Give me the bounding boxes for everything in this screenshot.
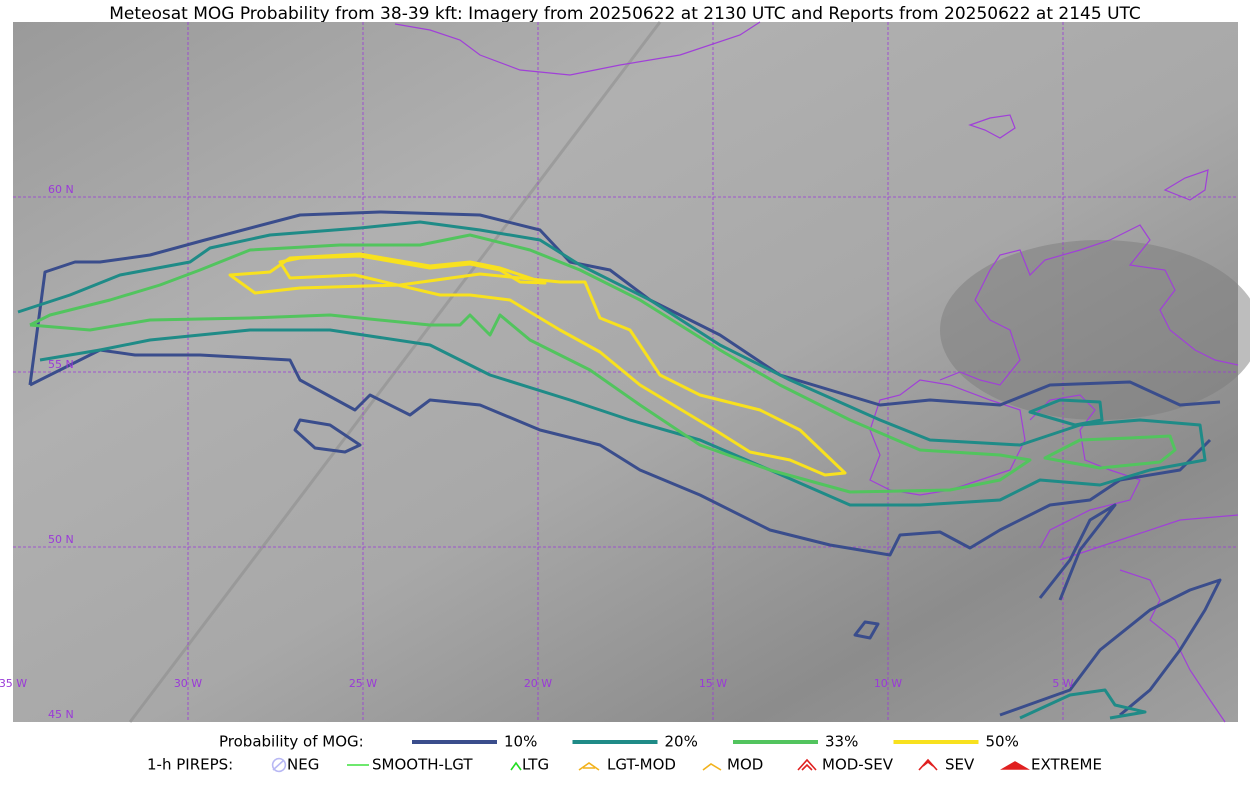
lon-label: 15 W <box>699 677 727 690</box>
pirep-symbol <box>702 763 722 771</box>
lat-label: 50 N <box>48 533 74 546</box>
legend-heading: Probability of MOG: <box>219 733 364 751</box>
pirep-symbol <box>918 758 938 771</box>
legend-label: MOD <box>727 756 763 774</box>
legend-label: EXTREME <box>1031 756 1102 774</box>
lat-label: 60 N <box>48 183 74 196</box>
legend-label: MOD-SEV <box>822 756 894 774</box>
lat-label: 55 N <box>48 358 74 371</box>
lon-label: 30 W <box>174 677 202 690</box>
legend-label: 10% <box>504 733 537 751</box>
title: Meteosat MOG Probability from 38-39 kft:… <box>109 4 1141 24</box>
contours <box>17 210 1222 720</box>
legend-label: LGT-MOD <box>607 756 676 774</box>
legend-label: NEG <box>287 756 319 774</box>
lon-label: 10 W <box>874 677 902 690</box>
coastlines <box>394 21 1239 723</box>
pirep-symbol <box>510 761 522 771</box>
pirep-symbol <box>271 757 287 773</box>
lat-label: 45 N <box>48 708 74 721</box>
pirep-symbol <box>1000 761 1030 770</box>
legend-label: LTG <box>522 756 549 774</box>
legend-label: 20% <box>665 733 698 751</box>
lon-label: 25 W <box>349 677 377 690</box>
legend-heading: 1-h PIREPS: <box>147 756 233 774</box>
legend-label: 50% <box>986 733 1019 751</box>
legend-label: SMOOTH-LGT <box>372 756 473 774</box>
pirep-symbol <box>797 758 817 771</box>
pirep-symbol <box>578 762 600 771</box>
dark-cloud <box>940 240 1250 420</box>
legend-label: 33% <box>825 733 858 751</box>
lon-label: 5 W <box>1052 677 1073 690</box>
lon-label: 20 W <box>524 677 552 690</box>
lon-label: 35 W <box>0 677 27 690</box>
legend-label: SEV <box>945 756 975 774</box>
